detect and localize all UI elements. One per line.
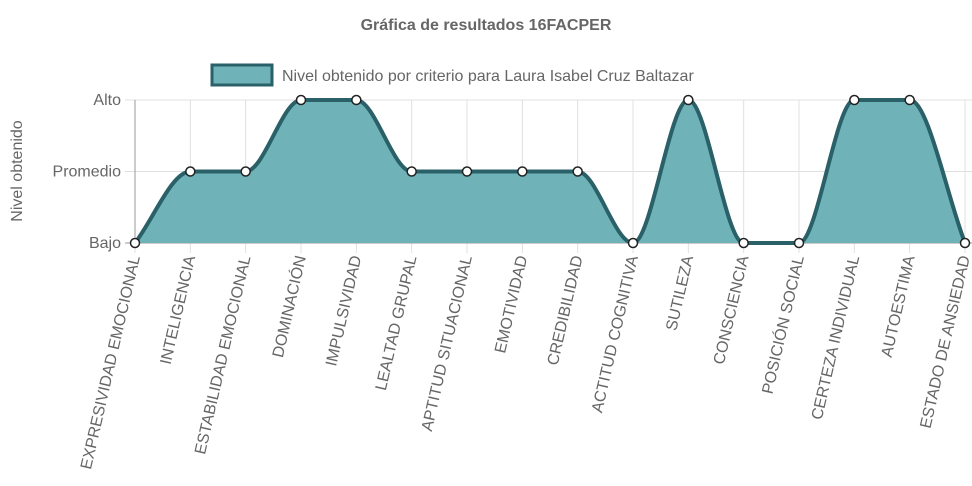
data-point[interactable] — [627, 237, 639, 249]
data-point[interactable] — [517, 166, 528, 177]
y-axis-label: Nivel obtenido — [9, 120, 26, 222]
x-tick-label: EXPRESIVIDAD EMOCIONAL — [78, 254, 144, 471]
x-tick-label: IMPULSIVIDAD — [323, 254, 365, 368]
data-point[interactable] — [406, 166, 417, 177]
data-point[interactable] — [295, 94, 307, 106]
data-point[interactable] — [738, 237, 749, 249]
x-tick-label: SUTILEZA — [663, 254, 697, 333]
data-point[interactable] — [129, 237, 141, 249]
x-tick-label: INTELIGENCIA — [158, 254, 200, 366]
data-point[interactable] — [572, 166, 583, 177]
x-tick-label: APTITUD SITUACIONAL — [419, 254, 476, 433]
x-tick-label: CONSCIENCIA — [711, 254, 753, 366]
x-tick-label: ESTABILIDAD EMOCIONAL — [192, 254, 254, 456]
legend[interactable]: Nivel obtenido por criterio para Laura I… — [210, 63, 694, 87]
x-tick-label: POSICIÓN SOCIAL — [758, 254, 808, 396]
data-point[interactable] — [904, 94, 915, 106]
y-tick-label: Bajo — [89, 235, 121, 252]
data-point[interactable] — [240, 166, 251, 177]
x-tick-label: CREDIBILIDAD — [545, 254, 587, 367]
chart-title: Gráfica de resultados 16FACPER — [361, 17, 612, 34]
y-tick-label: Alto — [93, 92, 121, 109]
data-point[interactable] — [793, 237, 805, 249]
legend-label: Nivel obtenido por criterio para Laura I… — [282, 68, 694, 85]
data-point[interactable] — [185, 166, 196, 177]
series-line — [133, 97, 967, 246]
legend-swatch — [210, 63, 274, 87]
series-area — [133, 97, 967, 246]
x-tick-label: AUTOESTIMA — [879, 254, 919, 359]
data-point[interactable] — [849, 94, 860, 106]
x-tick-label: EMOTIVIDAD — [492, 254, 531, 355]
series-points — [129, 94, 971, 249]
x-axis-ticks: EXPRESIVIDAD EMOCIONAL INTELIGENCIAESTABI… — [78, 254, 972, 471]
x-tick-label: ACTITUD COGNITIVA — [589, 254, 642, 415]
data-point[interactable] — [461, 166, 473, 177]
x-tick-label: ESTADO DE ANSIEDAD — [918, 254, 972, 430]
y-axis-ticks: Bajo Promedio Alto — [53, 92, 122, 252]
data-point[interactable] — [351, 94, 362, 106]
data-point[interactable] — [959, 237, 971, 249]
x-tick-label: DOMINACIÓN — [268, 254, 310, 360]
data-point[interactable] — [683, 94, 694, 106]
x-tick-label: LEALTAD GRUPAL — [373, 254, 421, 392]
x-tick-label: CERTEZA INDIVIDUAL — [809, 254, 863, 421]
y-tick-label: Promedio — [53, 164, 122, 181]
